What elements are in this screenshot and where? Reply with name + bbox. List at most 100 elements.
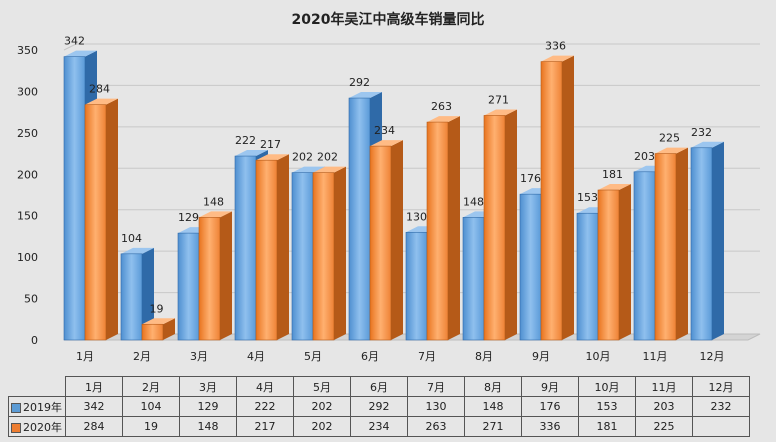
- y-tick-label: 100: [17, 251, 38, 264]
- x-tick-label: 3月: [190, 350, 208, 363]
- bar-side: [334, 166, 346, 340]
- bar-2020年-2月: [141, 323, 164, 341]
- bar-top: [370, 140, 403, 147]
- bar-2019年-11月: [633, 171, 656, 341]
- bar-side: [106, 98, 118, 340]
- data-table-cell: 232: [692, 396, 750, 417]
- data-table-header: 12月: [692, 376, 750, 397]
- bar-side: [220, 211, 232, 340]
- bar-side: [142, 247, 154, 340]
- data-table-cell: 217: [236, 416, 294, 437]
- data-table-header: 3月: [179, 376, 237, 397]
- data-table-cell: 225: [635, 416, 693, 437]
- data-table-cell: 153: [578, 396, 636, 417]
- data-table-header: 4月: [236, 376, 294, 397]
- data-table-cell: 292: [350, 396, 408, 417]
- data-table-cell: 203: [635, 396, 693, 417]
- x-tick-label: 6月: [361, 350, 379, 363]
- data-label: 271: [488, 93, 509, 106]
- bar-2020年-11月: [654, 153, 677, 341]
- bar-side: [562, 55, 574, 340]
- bar-top: [121, 247, 154, 254]
- bar-2020年-7月: [426, 121, 449, 341]
- chart-title: 2020年吴江中高级车销量同比: [292, 11, 485, 28]
- data-label: 104: [121, 232, 142, 245]
- bar-top: [64, 50, 97, 57]
- data-label: 263: [431, 100, 452, 113]
- x-tick-label: 4月: [247, 350, 265, 363]
- data-table-cell: 202: [293, 396, 351, 417]
- data-label: 202: [292, 151, 313, 164]
- data-table-cell: 148: [464, 396, 522, 417]
- y-tick-label: 150: [17, 210, 38, 223]
- x-tick-label: 8月: [475, 350, 493, 363]
- bar-top: [292, 166, 325, 173]
- bar-2019年-8月: [462, 217, 485, 341]
- data-label: 225: [659, 132, 680, 145]
- data-label: 202: [317, 151, 338, 164]
- legend-swatch-2019: [11, 402, 21, 413]
- y-tick-label: 250: [17, 127, 38, 140]
- data-table-cell: 271: [464, 416, 522, 437]
- x-tick-label: 10月: [586, 350, 611, 363]
- x-tick-label: 5月: [304, 350, 322, 363]
- data-label: 129: [178, 211, 199, 224]
- data-table-series-name: 2020年: [8, 416, 66, 437]
- bar-top: [142, 318, 175, 325]
- bar-side: [712, 141, 724, 340]
- data-table-cell: 336: [521, 416, 579, 437]
- data-label: 336: [545, 40, 566, 53]
- data-table-cell: 181: [578, 416, 636, 437]
- data-table-header: 10月: [578, 376, 636, 397]
- data-table-cell: 148: [179, 416, 237, 437]
- bar-side: [448, 116, 460, 340]
- bar-side: [163, 318, 175, 340]
- data-label: 222: [235, 134, 256, 147]
- data-labels: 342 284 104 19 129 148 222 217 202 202 292 234 130 26…: [64, 35, 712, 316]
- data-table-cell: 284: [65, 416, 123, 437]
- y-tick-label: 350: [17, 44, 38, 57]
- data-label: 232: [691, 126, 712, 139]
- data-label: 203: [634, 150, 655, 163]
- bar-top: [349, 92, 382, 99]
- y-tick-label: 50: [24, 293, 38, 306]
- bar-chart: 2020年吴江中高级车销量同比 0 50 100 150 200 250 300 350 34…: [17, 11, 761, 363]
- data-table-header-row: 1月 2月 3月 4月 5月 6月 7月 8月 9月 10月 11月 12月: [8, 376, 750, 397]
- data-table-header: 9月: [521, 376, 579, 397]
- bar-2020年-6月: [369, 145, 392, 341]
- bar-side: [676, 147, 688, 340]
- data-table-header: 5月: [293, 376, 351, 397]
- data-label: 153: [577, 191, 598, 204]
- bar-top: [691, 141, 724, 148]
- data-table-cell: 222: [236, 396, 294, 417]
- bar-2020年-9月: [540, 61, 563, 341]
- bar-side: [505, 109, 517, 340]
- data-table-row: 2019年 342 104 129 222 202 292 130 148 176 153 203 2…: [8, 396, 750, 417]
- data-table-cell: 19: [122, 416, 180, 437]
- data-table-cell: 176: [521, 396, 579, 417]
- bar-2019年-4月: [234, 155, 257, 341]
- y-tick-label: 200: [17, 168, 38, 181]
- data-table-header: 1月: [65, 376, 123, 397]
- bar-2020年-8月: [483, 115, 506, 341]
- x-tick-label: 2月: [133, 350, 151, 363]
- data-table-cell: 202: [293, 416, 351, 437]
- legend-label-2019: 2019年: [23, 400, 62, 414]
- data-label: 130: [406, 210, 427, 223]
- data-label: 217: [260, 138, 281, 151]
- data-table-header: 7月: [407, 376, 465, 397]
- legend-swatch-2020: [11, 422, 21, 433]
- data-label: 292: [349, 76, 370, 89]
- data-table-row: 2020年 284 19 148 217 202 234 263 271 336 181 225: [8, 416, 750, 437]
- gridline: [63, 43, 77, 51]
- bar-top: [85, 98, 118, 105]
- bar-top: [199, 211, 232, 218]
- data-label: 19: [150, 302, 164, 315]
- y-axis: 0 50 100 150 200 250 300 350: [17, 44, 38, 347]
- x-tick-label: 12月: [700, 350, 725, 363]
- bar-2019年-10月: [576, 212, 599, 341]
- data-table-header: 11月: [635, 376, 693, 397]
- data-label: 342: [64, 35, 85, 48]
- bar-2019年-9月: [519, 193, 542, 341]
